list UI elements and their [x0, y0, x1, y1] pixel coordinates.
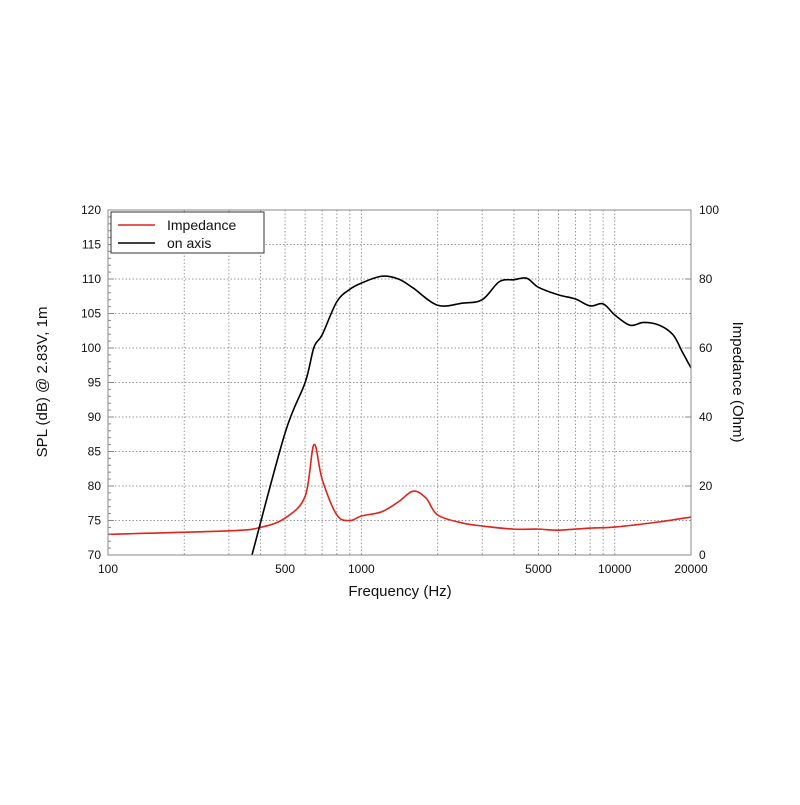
y2-tick-label: 100 [699, 203, 719, 217]
y-tick-label: 80 [88, 479, 102, 493]
x-tick-label: 20000 [674, 562, 708, 576]
y-tick-label: 95 [88, 376, 102, 390]
series-line-on-axis [251, 275, 692, 556]
y2-tick-label: 0 [699, 548, 706, 562]
x-tick-label: 5000 [525, 562, 552, 576]
curves [107, 275, 692, 556]
series-line-impedance [107, 443, 692, 536]
legend-label-impedance: Impedance [167, 217, 236, 233]
y-tick-label: 85 [88, 445, 102, 459]
ticks: 70 75 80 85 90 95 100 105 110 115 120 0 20 40 60 80 100 1… [81, 203, 719, 576]
y2-axis-label: Impedance (Ohm) [729, 322, 746, 443]
y-tick-label: 90 [88, 410, 102, 424]
x-tick-label: 100 [98, 562, 118, 576]
y-tick-label: 105 [81, 307, 101, 321]
y-tick-label: 75 [88, 514, 102, 528]
y-tick-label: 120 [81, 203, 101, 217]
y-axis-label: SPL (dB) @ 2.83V, 1m [34, 307, 51, 458]
x-axis-label: Frequency (Hz) [348, 583, 451, 600]
y-tick-label: 110 [82, 272, 101, 286]
y2-tick-label: 60 [699, 341, 713, 355]
y-tick-label: 100 [81, 341, 101, 355]
x-tick-label: 500 [275, 562, 295, 576]
legend: Impedance on axis [110, 211, 265, 254]
y-tick-label: 115 [82, 238, 101, 252]
legend-label-on-axis: on axis [167, 235, 211, 251]
x-tick-label: 1000 [348, 562, 375, 576]
y2-tick-label: 20 [699, 479, 713, 493]
grid [108, 210, 691, 555]
y2-tick-label: 40 [699, 410, 713, 424]
y2-tick-label: 80 [699, 272, 713, 286]
legend-box [110, 211, 265, 254]
x-tick-label: 10000 [598, 562, 632, 576]
y-tick-label: 70 [88, 548, 102, 562]
